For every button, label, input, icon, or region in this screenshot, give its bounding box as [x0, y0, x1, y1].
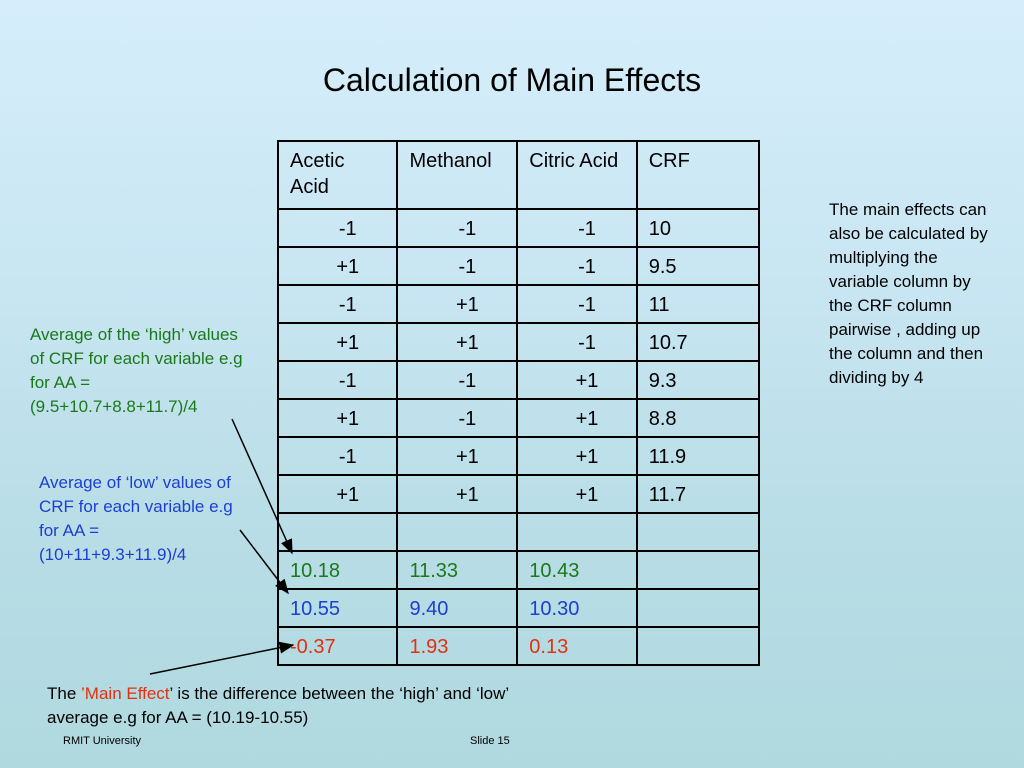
high-average-row: 10.18 11.33 10.43 [276, 550, 761, 590]
table-row: -1 -1 -1 10 [276, 208, 761, 248]
main-effect-cell [638, 628, 758, 634]
factor-level-cell: +1 [336, 256, 360, 278]
factor-level-cell [398, 514, 516, 520]
main-effects-table: Acetic Acid Methanol Citric Acid CRF -1-… [276, 140, 761, 666]
factor-level-cell: -1 [578, 256, 596, 278]
effect-note-arrow [149, 641, 295, 675]
factor-level-cell: -1 [458, 370, 477, 392]
main-effect-cell: -0.37 [290, 636, 336, 658]
factor-level-cell: -1 [338, 218, 357, 240]
header-cell: Citric Acid [516, 140, 638, 210]
low-average-cell: 10.55 [290, 598, 341, 620]
main-effect-cell: 1.93 [409, 636, 449, 658]
factor-level-cell: +1 [336, 408, 360, 430]
low-average-row: 10.55 9.40 10.30 [276, 588, 761, 628]
high-average-cell: 10.43 [529, 560, 580, 582]
footer-university: RMIT University [63, 735, 142, 747]
table-row: +1 -1 -1 9.5 [276, 246, 761, 286]
main-effect-row: -0.37 1.93 0.13 [276, 626, 761, 666]
crf-value-cell: 11.7 [648, 484, 687, 506]
factor-level-cell: +1 [575, 446, 599, 468]
low-average-cell: 10.30 [529, 598, 580, 620]
factor-level-cell: +1 [575, 484, 599, 506]
factor-level-cell [518, 514, 635, 520]
high-average-cell: 11.33 [409, 560, 459, 582]
slide-title: Calculation of Main Effects [322, 62, 702, 98]
factor-level-cell: -1 [338, 370, 357, 392]
factor-level-cell: +1 [455, 446, 479, 468]
low-average-note: Average of ‘low’ values of CRF for each … [39, 473, 233, 564]
high-average-note: Average of the ‘high’ values of CRF for … [30, 325, 243, 416]
header-cell: Methanol [396, 140, 519, 210]
crf-value-cell: 10.7 [648, 332, 688, 354]
table-row: +1 +1 -1 10.7 [276, 322, 761, 362]
factor-level-cell: -1 [458, 218, 477, 240]
header-cell: Acetic Acid [276, 140, 399, 210]
factor-level-cell: +1 [455, 294, 479, 316]
factor-level-cell: +1 [575, 408, 599, 430]
factor-level-cell: -1 [458, 408, 477, 430]
table-row: -1 +1 -1 11 [276, 284, 761, 324]
main-effect-cell: 0.13 [529, 636, 569, 658]
header-cell: CRF [635, 140, 761, 210]
high-average-cell [638, 552, 758, 558]
main-effect-note-highlight: ’Main Effect [81, 684, 170, 703]
high-average-cell: 10.18 [290, 560, 341, 582]
table-row [276, 512, 761, 552]
factor-level-cell: -1 [578, 218, 596, 240]
low-average-cell [638, 590, 758, 596]
footer-slide-number: Slide 15 [470, 735, 510, 747]
main-effect-note-suffix: ’ is the difference between the ‘high’ a… [47, 684, 509, 727]
table-row: +1 -1 +1 8.8 [276, 398, 761, 438]
crf-value-cell: 11.9 [648, 446, 687, 468]
factor-level-cell: +1 [336, 332, 360, 354]
crf-value-cell: 10 [648, 218, 671, 240]
alternative-method-note: The main effects can also be calculated … [829, 200, 988, 387]
factor-level-cell: -1 [338, 446, 357, 468]
crf-value-cell: 9.3 [648, 370, 677, 392]
table-row: -1 -1 +1 9.3 [276, 360, 761, 400]
main-effect-note: The ’Main Effect’ is the difference betw… [47, 682, 527, 730]
main-effect-note-prefix: The [47, 684, 82, 703]
factor-level-cell [279, 514, 396, 520]
table-header-row: Acetic Acid Methanol Citric Acid CRF [276, 140, 761, 210]
table-row: +1 +1 +1 11.7 [276, 474, 761, 514]
crf-value-cell [638, 514, 758, 520]
low-average-cell: 9.40 [409, 598, 449, 620]
crf-value-cell: 8.8 [648, 408, 677, 430]
crf-value-cell: 11 [648, 294, 670, 316]
factor-level-cell: -1 [458, 256, 477, 278]
factor-level-cell: -1 [338, 294, 357, 316]
crf-value-cell: 9.5 [648, 256, 677, 278]
factor-level-cell: +1 [336, 484, 360, 506]
factor-level-cell: -1 [578, 294, 596, 316]
factor-level-cell: +1 [455, 332, 479, 354]
factor-level-cell: +1 [575, 370, 599, 392]
table-row: -1 +1 +1 11.9 [276, 436, 761, 476]
factor-level-cell: -1 [578, 332, 596, 354]
factor-level-cell: +1 [455, 484, 479, 506]
